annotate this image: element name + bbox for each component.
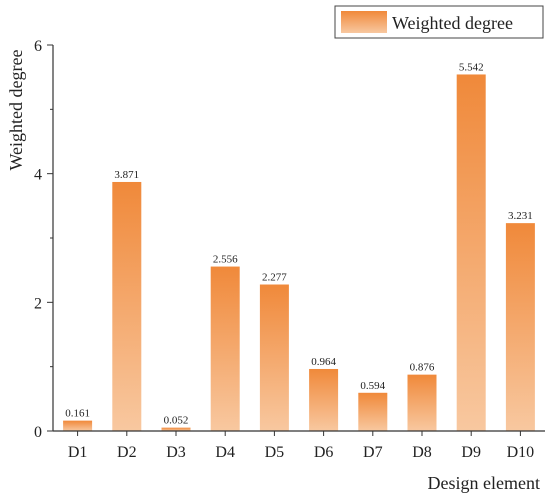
x-tick-label-D1: D1 [68,444,88,461]
x-tick-label-D8: D8 [412,444,432,461]
bars-layer [63,74,535,432]
axes-layer: D1 D2 D3 D4 D5 D6 D7 D8 D9 D10 0 2 4 6 [34,38,545,461]
data-label-D1: 0.161 [65,408,90,420]
y-axis-title: Weighted degree [6,49,26,170]
legend-label: Weighted degree [392,13,513,33]
bar-D10 [505,223,535,431]
bar-D9 [456,74,486,432]
data-label-D6: 0.964 [311,356,336,368]
y-tick-label-6: 6 [34,38,42,55]
data-label-D4: 2.556 [213,254,238,266]
data-label-D9: 5.542 [459,61,484,73]
bar-D2 [112,181,142,431]
bar-D7 [358,392,388,431]
data-label-D3: 0.052 [164,415,189,427]
x-tick-label-D6: D6 [314,444,334,461]
x-tick-label-D5: D5 [265,444,285,461]
x-axis-title: Design element [428,473,540,493]
data-label-D7: 0.594 [360,380,385,392]
data-labels-layer: 0.161 3.871 0.052 2.556 2.277 0.964 0.594 0.876… [65,61,533,426]
legend-swatch [341,11,387,33]
bar-D3 [161,427,191,431]
bar-D1 [63,420,93,431]
data-label-D10: 3.231 [508,210,533,222]
x-tick-label-D10: D10 [507,444,535,461]
data-label-D2: 3.871 [114,169,139,181]
bar-D8 [407,374,437,431]
x-tick-label-D3: D3 [166,444,186,461]
x-tick-label-D7: D7 [363,444,383,461]
y-tick-label-0: 0 [34,424,42,441]
bar-D6 [309,368,339,431]
data-label-D5: 2.277 [262,272,287,284]
y-tick-label-2: 2 [34,295,42,312]
y-tick-label-4: 4 [34,167,42,184]
x-tick-label-D9: D9 [461,444,481,461]
bar-D4 [210,266,240,431]
legend: Weighted degree [334,5,544,39]
bar-D5 [259,284,289,431]
x-tick-label-D2: D2 [117,444,137,461]
x-tick-label-D4: D4 [215,444,235,461]
data-label-D8: 0.876 [410,362,435,374]
